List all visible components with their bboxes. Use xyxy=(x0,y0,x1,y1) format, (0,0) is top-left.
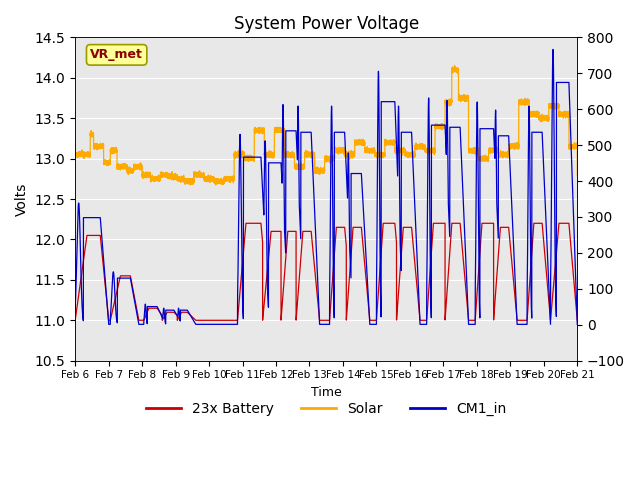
Text: VR_met: VR_met xyxy=(90,48,143,61)
Y-axis label: Volts: Volts xyxy=(15,182,29,216)
Legend: 23x Battery, Solar, CM1_in: 23x Battery, Solar, CM1_in xyxy=(140,396,512,422)
Title: System Power Voltage: System Power Voltage xyxy=(234,15,419,33)
X-axis label: Time: Time xyxy=(311,386,342,399)
